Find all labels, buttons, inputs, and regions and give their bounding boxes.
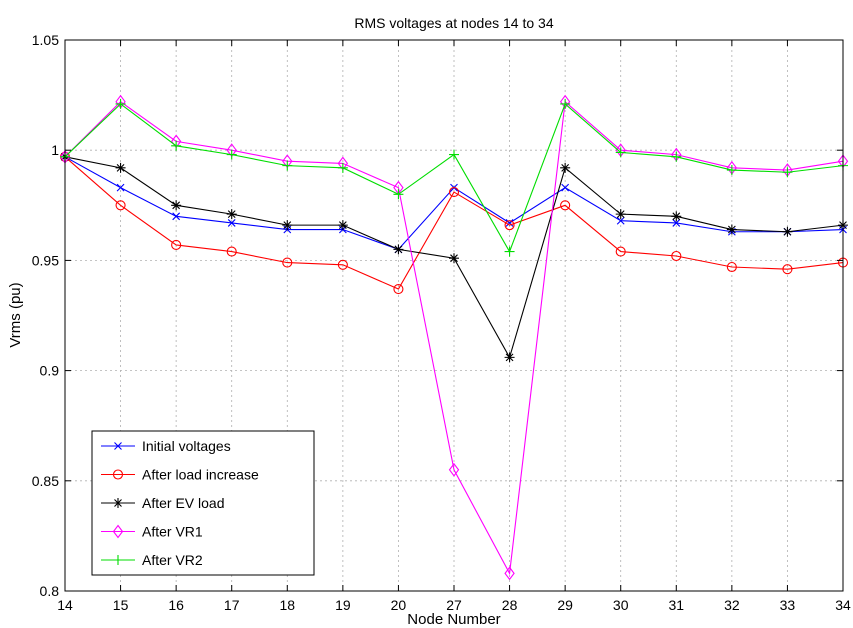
legend-label: After load increase (142, 467, 259, 483)
data-point-marker (171, 239, 182, 251)
x-tick-label: 28 (502, 597, 518, 613)
x-tick-label: 14 (57, 597, 73, 613)
data-point-marker (393, 244, 404, 255)
data-point-marker (504, 566, 515, 581)
data-point-marker (449, 253, 459, 264)
data-point-marker (448, 462, 460, 477)
x-tick-label: 20 (391, 597, 407, 613)
legend-entry: After EV load (101, 495, 225, 511)
legend-entry: After VR1 (101, 524, 203, 540)
axis-ticks: 14 15 16 17 18 19 20 27 28 29 30 31 32 33 34 0.8 0.85 0.9… (32, 32, 851, 613)
data-point-marker (560, 98, 571, 109)
data-point-marker (504, 246, 515, 257)
data-point-marker (782, 226, 793, 237)
legend-marker (112, 469, 124, 480)
data-point-marker (782, 264, 793, 275)
series-line (64, 156, 844, 290)
series-line (64, 100, 844, 576)
data-point-marker (671, 250, 682, 262)
x-tick-label: 27 (446, 597, 462, 613)
data-point-marker (615, 246, 626, 257)
chart-title: RMS voltages at nodes 14 to 34 (354, 15, 553, 31)
data-point-marker (672, 219, 681, 227)
data-point-marker (448, 187, 460, 198)
data-point-marker (671, 151, 682, 162)
legend-marker (114, 442, 122, 450)
data-point-marker (726, 165, 737, 176)
data-point-marker (226, 246, 237, 257)
data-point-marker (726, 224, 737, 235)
data-point-marker (561, 183, 570, 192)
x-tick-label: 15 (113, 597, 129, 613)
data-point-marker (171, 200, 182, 211)
y-tick-label: 0.85 (32, 473, 59, 489)
legend-marker (112, 524, 124, 539)
legend-label: After VR2 (142, 552, 203, 568)
data-point-marker (226, 149, 237, 160)
data-point-marker (115, 162, 126, 173)
data-point-marker (393, 189, 404, 200)
series-group (59, 94, 849, 581)
data-point-marker (615, 209, 626, 220)
x-tick-label: 16 (168, 597, 184, 613)
x-tick-label: 32 (724, 597, 740, 613)
x-tick-label: 17 (224, 597, 240, 613)
y-tick-label: 0.95 (32, 252, 59, 268)
data-point-marker (282, 257, 293, 268)
data-point-marker (171, 140, 182, 151)
data-point-marker (282, 160, 293, 171)
y-tick-label: 0.8 (40, 583, 60, 599)
data-point-marker (449, 149, 459, 160)
x-tick-label: 33 (780, 597, 796, 613)
legend: Initial voltages After load increase After… (91, 430, 315, 576)
data-point-marker (227, 219, 236, 227)
data-point-marker (616, 216, 625, 225)
legend-label: After VR1 (142, 524, 203, 540)
legend-entry: After VR2 (101, 552, 203, 568)
data-point-marker (782, 167, 793, 178)
y-tick-label: 1.05 (32, 32, 59, 48)
data-point-marker (393, 284, 404, 295)
legend-marker (113, 555, 123, 565)
data-point-marker (560, 200, 571, 211)
legend-marker (113, 498, 123, 508)
data-point-marker (282, 220, 293, 231)
x-tick-label: 30 (613, 597, 629, 613)
legend-label: Initial voltages (142, 438, 231, 454)
data-point-marker (505, 219, 514, 227)
series-after-vr2 (60, 98, 848, 257)
data-point-marker (115, 200, 126, 211)
data-point-marker (615, 147, 626, 158)
grid-lines (65, 40, 843, 591)
data-point-marker (116, 183, 125, 192)
data-point-marker (337, 162, 348, 173)
x-tick-label: 31 (668, 597, 684, 613)
y-axis-title: Vrms (pu) (7, 282, 24, 347)
data-point-marker (337, 220, 348, 231)
data-point-marker (115, 98, 126, 109)
x-tick-label: 19 (335, 597, 351, 613)
legend-label: After EV load (142, 495, 225, 511)
data-point-marker (226, 209, 237, 220)
data-point-marker (560, 162, 571, 173)
legend-entry: Initial voltages (101, 438, 231, 454)
data-point-marker (504, 220, 515, 231)
y-tick-label: 0.9 (40, 363, 60, 379)
x-tick-label: 18 (279, 597, 295, 613)
data-point-marker (172, 212, 181, 221)
x-axis-title: Node Number (407, 611, 500, 628)
data-point-marker (671, 211, 682, 222)
y-tick-label: 1 (51, 142, 59, 158)
data-point-marker (504, 352, 515, 363)
legend-entry: After load increase (101, 467, 259, 483)
data-point-marker (337, 259, 348, 270)
x-tick-label: 29 (557, 597, 573, 613)
x-tick-label: 34 (835, 597, 851, 613)
data-point-marker (726, 261, 737, 273)
